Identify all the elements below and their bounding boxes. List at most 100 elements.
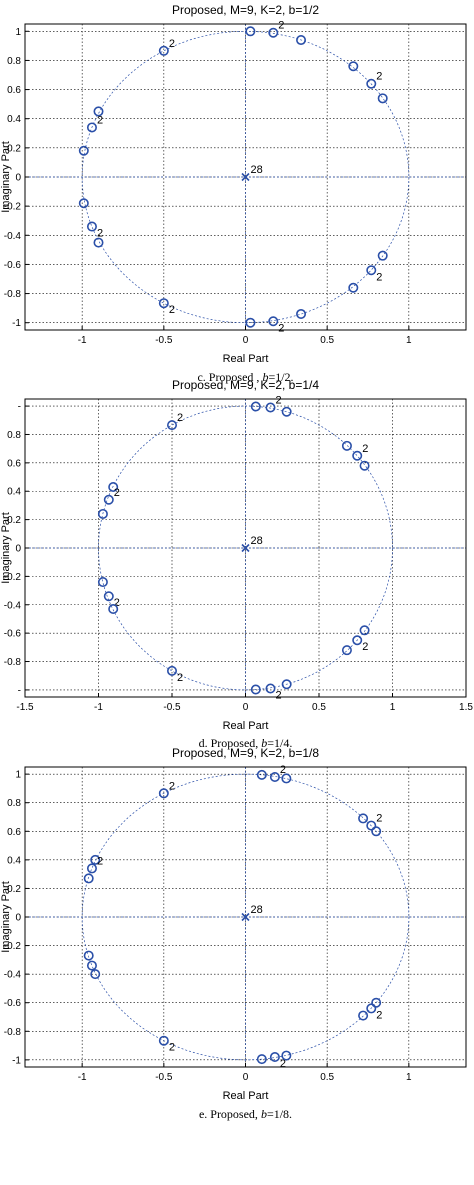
y-tick-label: -0.4: [4, 231, 22, 242]
zero-marker: [97, 508, 108, 519]
x-tick-label: 1.5: [459, 702, 473, 713]
zero-multiplicity-label: 2: [169, 304, 175, 316]
zero-marker: [90, 854, 101, 865]
figure-caption: d. Proposed, b=1/4.: [199, 736, 293, 750]
x-tick-label: -0.5: [155, 1072, 173, 1083]
zero-marker: [83, 873, 94, 884]
zero-multiplicity-label: 2: [114, 597, 120, 609]
y-tick-label: -0.4: [4, 970, 22, 981]
y-tick-label: -: [18, 685, 21, 696]
pole-multiplicity-label: 28: [251, 535, 263, 547]
zero-marker: [86, 863, 97, 874]
x-axis-label: Real Part: [223, 720, 269, 732]
zero-marker: [268, 27, 279, 38]
x-tick-label: 1: [390, 702, 396, 713]
zero-marker: [352, 635, 363, 646]
zero-marker: [158, 45, 169, 56]
figure-caption: e. Proposed, b=1/8.: [199, 1107, 292, 1121]
y-tick-label: 0.6: [7, 827, 21, 838]
y-tick-label: 0: [15, 544, 21, 555]
x-tick-label: 0.5: [320, 335, 334, 346]
zero-multiplicity-label: 2: [114, 487, 120, 499]
zero-marker: [97, 577, 108, 588]
zero-multiplicity-label: 2: [177, 672, 183, 684]
y-tick-label: -0.8: [4, 657, 22, 668]
pole-stroke: [241, 543, 250, 553]
zero-marker: [93, 237, 104, 248]
zero-marker: [281, 679, 292, 690]
caption-prefix: d. Proposed,: [199, 736, 262, 750]
zero-marker: [90, 969, 101, 980]
zero-multiplicity-label: 2: [280, 1058, 286, 1070]
y-tick-label: -0.2: [4, 202, 22, 213]
zero-marker: [371, 826, 382, 837]
zero-marker: [358, 813, 369, 824]
zero-marker: [245, 26, 256, 37]
zero-multiplicity-label: 2: [177, 412, 183, 424]
y-tick-label: -0.8: [4, 1027, 22, 1038]
zero-marker: [86, 122, 97, 133]
zero-multiplicity-label: 2: [278, 20, 284, 32]
y-tick-label: 0.2: [7, 884, 21, 895]
y-axis-label: Imaginary Part: [0, 512, 12, 584]
y-tick-label: -0.4: [4, 600, 22, 611]
y-tick-label: -0.6: [4, 260, 22, 271]
zero-marker: [86, 960, 97, 971]
pole-stroke: [241, 912, 250, 922]
pole-multiplicity-label: 28: [251, 904, 263, 916]
zero-marker: [366, 820, 377, 831]
pole-marker: [241, 172, 250, 182]
zero-marker: [158, 788, 169, 799]
chart-panel-2: Proposed, M=9, K=2, b=1/4-1.5 -1 -0.5 0 0.5 1…: [0, 378, 473, 750]
y-tick-label: -0.8: [4, 289, 22, 300]
x-tick-label: 0: [243, 1072, 249, 1083]
y-tick-label: 0: [15, 173, 21, 184]
x-tick-label: -0.5: [163, 702, 181, 713]
pole-stroke: [241, 172, 250, 182]
y-tick-label: 0.4: [7, 487, 21, 498]
chart-title: Proposed, M=9, K=2, b=1/2: [172, 3, 319, 17]
y-tick-label: 0.8: [7, 56, 21, 67]
y-tick-label: -0.2: [4, 572, 22, 583]
caption-value: =1/8.: [267, 1107, 292, 1121]
zero-multiplicity-label: 2: [362, 641, 368, 653]
zero-marker: [108, 481, 119, 492]
unit-circle: [98, 405, 393, 691]
zero-marker: [158, 1035, 169, 1046]
zero-marker: [250, 684, 261, 695]
zero-multiplicity-label: 2: [278, 322, 284, 334]
zero-marker: [265, 683, 276, 694]
y-tick-label: 0.4: [7, 114, 21, 125]
x-tick-label: -1: [94, 702, 103, 713]
x-tick-label: -0.5: [155, 335, 173, 346]
caption-variable: b: [261, 736, 267, 750]
zero-multiplicity-label: 2: [376, 271, 382, 283]
zero-marker: [256, 769, 267, 780]
zero-marker: [93, 106, 104, 117]
zero-marker: [78, 145, 89, 156]
y-tick-label: 0.2: [7, 515, 21, 526]
zero-marker: [359, 625, 370, 636]
y-tick-label: -1: [12, 1055, 21, 1066]
y-tick-label: 0.8: [7, 798, 21, 809]
y-tick-label: 0.6: [7, 458, 21, 469]
zero-marker: [108, 604, 119, 615]
zero-multiplicity-label: 2: [376, 1009, 382, 1021]
zero-multiplicity-label: 2: [97, 228, 103, 240]
x-tick-label: -1.5: [16, 702, 34, 713]
zero-marker: [296, 35, 307, 46]
zero-marker: [366, 265, 377, 276]
zero-marker: [265, 402, 276, 413]
x-tick-label: 0.5: [312, 702, 326, 713]
zero-multiplicity-label: 2: [376, 813, 382, 825]
zero-multiplicity-label: 2: [169, 780, 175, 792]
zero-marker: [256, 1054, 267, 1065]
zero-marker: [296, 308, 307, 319]
zero-marker: [250, 401, 261, 412]
y-tick-label: -0.6: [4, 629, 22, 640]
y-tick-label: -1: [12, 318, 21, 329]
zero-marker: [269, 1052, 280, 1063]
caption-variable: b: [262, 370, 268, 384]
x-axis-label: Real Part: [223, 1090, 269, 1102]
